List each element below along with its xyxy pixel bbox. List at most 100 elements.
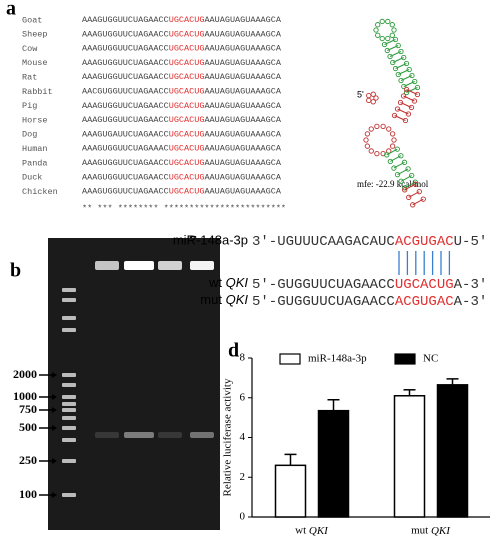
marker-arrowhead: [52, 372, 57, 378]
ladder-band: [62, 493, 76, 497]
base: [402, 187, 408, 193]
panel-label: a: [6, 0, 16, 20]
sequence: AAAGUGGUUCUAGAACCUGCACUGAAUAGUAGUAAAGCA: [82, 15, 282, 25]
gel-band: [190, 261, 214, 270]
sequence: 3'-UGUUUCAAGACAUCACGUGACU-5': [252, 234, 487, 250]
marker-arrowhead: [52, 394, 57, 400]
base: [394, 106, 401, 112]
marker-arrowhead: [52, 425, 57, 431]
base: [395, 71, 401, 78]
sequence-motif: UGCACUG: [169, 44, 205, 54]
bar: [274, 464, 307, 518]
base: [389, 143, 396, 149]
species-name: Cow: [22, 44, 38, 54]
strand-end: 5': [357, 89, 364, 99]
sequence-motif: UGCACUG: [169, 87, 205, 97]
sequence-motif: UGCACUG: [169, 144, 205, 154]
legend-swatch: [279, 353, 301, 365]
sequence-end: AAUAGUAGUAAAGCA: [204, 187, 281, 197]
base: [394, 146, 400, 152]
sequence-motif: ACGUGAC: [395, 294, 454, 310]
base: [384, 152, 390, 158]
species-name: Panda: [22, 158, 48, 168]
gel-band: [190, 432, 214, 438]
base: [375, 32, 381, 38]
base: [414, 91, 421, 98]
ladder-band: [62, 438, 76, 442]
gel-band: [95, 261, 119, 270]
sequence-start: AAAGUGGUUCUAGAACC: [82, 44, 169, 54]
sequence-motif: UGCACUG: [169, 15, 205, 25]
base: [391, 137, 397, 143]
legend-label: miR-148a-3p: [308, 353, 367, 365]
marker-label: 1000: [13, 389, 37, 403]
sequence: AAAGUGGUUCUAGAACCUGCACUGAAUAGUAGUAAAGCA: [82, 158, 282, 168]
ladder-band: [62, 288, 76, 292]
base: [368, 148, 374, 154]
ladder-band: [62, 373, 76, 377]
ladder-band: [62, 416, 76, 420]
conservation: ** *** ******** ************************: [82, 203, 286, 213]
base: [373, 95, 379, 101]
ladder-band: [62, 395, 76, 399]
marker-label: 100: [19, 487, 37, 501]
base: [420, 196, 426, 202]
marker-label: 500: [19, 420, 37, 434]
base: [366, 97, 372, 104]
sequence-start: AAAGUGGUUCUAGAACC: [82, 187, 169, 197]
ladder-band: [62, 328, 76, 332]
sequence-motif: ACGUGAC: [395, 234, 454, 250]
ladder-band: [62, 402, 76, 406]
base: [379, 35, 385, 42]
base: [398, 178, 404, 184]
species-name: Duck: [22, 173, 42, 183]
legend-label: NC: [423, 353, 438, 365]
base: [405, 111, 412, 117]
ladder-band: [62, 383, 76, 387]
sequence-end: AAUAGUAGUAAAGCA: [204, 101, 281, 111]
marker-arrowhead: [52, 458, 57, 464]
gel-band: [158, 261, 182, 270]
sequence-end: AAUAGUAGUAAAGCA: [204, 30, 281, 40]
species-name: Sheep: [22, 30, 48, 40]
base: [401, 83, 407, 90]
base: [391, 165, 397, 171]
base: [387, 53, 393, 60]
marker-arrowhead: [52, 407, 57, 413]
sequence-start: AAAGUGGUUCUAGAACC: [82, 158, 169, 168]
sequence: AAAGUGGUUCUAGAACCUGCACUGAAUAGUAGUAAAGCA: [82, 30, 282, 40]
ladder-band: [62, 408, 76, 412]
bar: [436, 384, 469, 518]
base: [384, 47, 390, 54]
species-name: Dog: [22, 130, 37, 140]
marker-label: 250: [19, 453, 37, 467]
base: [394, 172, 401, 178]
base: [406, 194, 412, 200]
sequence-end: AAUAGUAGUAAAGCA: [204, 130, 281, 140]
species-name: Goat: [22, 15, 42, 25]
sequence-end: AAUAGUAGUAAAGCA: [204, 58, 281, 68]
ladder-band: [62, 459, 76, 463]
species-name: Chicken: [22, 187, 58, 197]
sequence-motif: UGCACUG: [169, 72, 205, 82]
base: [402, 117, 409, 124]
sequence-start: AAAGUGGUUCUAGAACC: [82, 101, 169, 111]
base: [410, 202, 416, 208]
base: [398, 48, 404, 55]
panel-label: d: [228, 340, 239, 362]
base: [414, 84, 421, 91]
sequence-motif: UGCACUG: [169, 30, 205, 40]
sequence-end: AAUAGUAGUAAAGCA: [204, 144, 281, 154]
base: [411, 98, 418, 104]
gene-name: QKI: [226, 275, 249, 290]
sequence: AAAGUGGUUCUAGAACCUGCACUGAAUAGUAGUAAAGCA: [82, 173, 282, 183]
y-tick-label: 2: [240, 471, 246, 483]
base: [405, 166, 411, 172]
sequence: AAAGUGAUUCUAGAACCUGCACUGAAUAGUAGUAAAGCA: [82, 130, 282, 140]
base: [409, 72, 415, 79]
species-name: Horse: [22, 115, 48, 125]
sequence-motif: UGCACUG: [169, 130, 205, 140]
sequence-left: 5'-GUGGUUCUAGAACC: [252, 277, 395, 293]
gene-prefix: mut: [200, 292, 222, 307]
sequence-start: AAAGUGAUUCUAGAACC: [82, 130, 169, 140]
